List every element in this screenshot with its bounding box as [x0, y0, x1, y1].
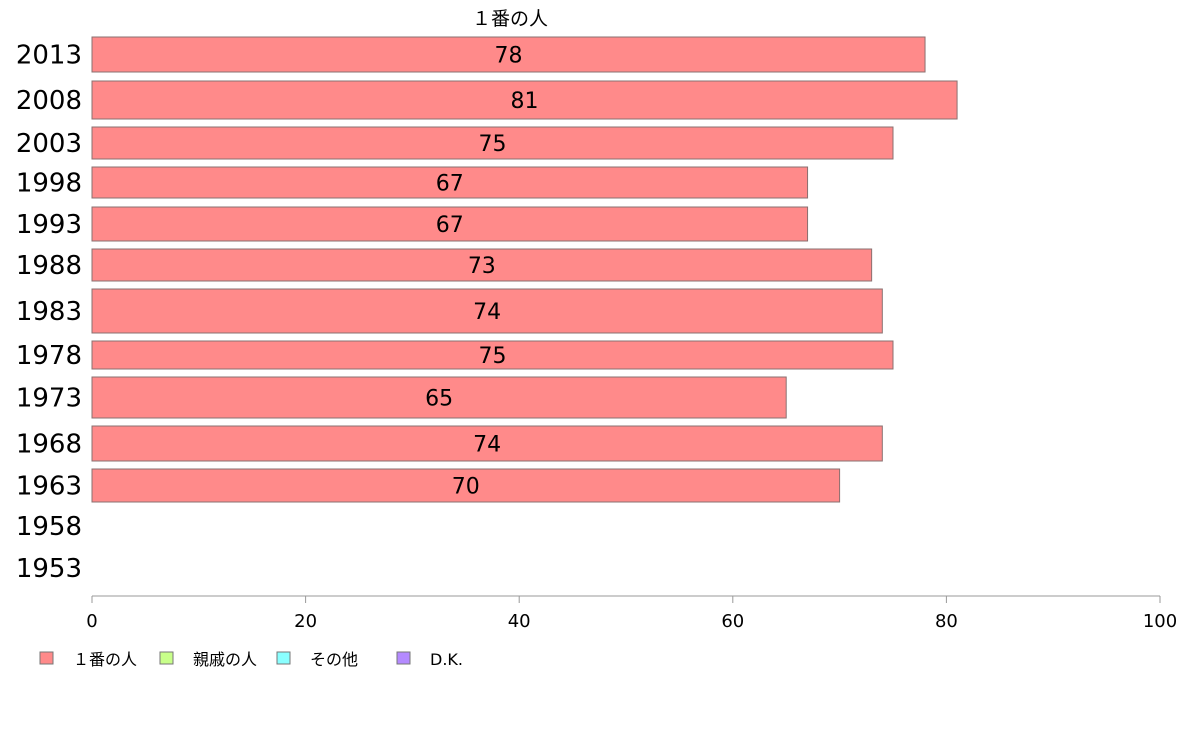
x-tick-label: 60	[721, 611, 744, 632]
category-label: 1963	[16, 472, 82, 502]
data-label: 74	[473, 433, 501, 458]
bar	[91, 376, 787, 419]
category-label: 1953	[16, 554, 82, 584]
x-tick-label: 40	[508, 611, 531, 632]
bar	[91, 166, 809, 199]
legend-swatch	[396, 651, 411, 665]
bar	[91, 248, 873, 282]
category-label: 2003	[16, 129, 82, 159]
category-label: 1993	[16, 210, 82, 240]
legend-swatch	[276, 651, 291, 665]
category-label: 1968	[16, 430, 82, 460]
category-label: 1988	[16, 251, 82, 281]
bar	[91, 425, 883, 462]
category-labels: 2013 2008 2003 1998 1993 1988 1983 1978 1973 1968…	[16, 41, 82, 585]
legend-label: D.K.	[430, 650, 463, 669]
data-label: 75	[479, 344, 507, 369]
category-label: 2013	[16, 41, 82, 71]
data-label: 75	[479, 132, 507, 157]
bar	[91, 340, 894, 370]
bar	[91, 206, 809, 242]
legend-label: １番の人	[73, 650, 137, 669]
data-label: 78	[495, 44, 523, 69]
x-tick-label: 100	[1143, 611, 1177, 632]
data-label: 67	[436, 172, 464, 197]
category-label: 1973	[16, 384, 82, 414]
data-label: 65	[425, 387, 453, 412]
category-label: 1998	[16, 169, 82, 199]
legend-swatch	[159, 651, 174, 665]
category-label: 1978	[16, 341, 82, 371]
data-label: 70	[452, 475, 480, 500]
data-label: 74	[473, 300, 501, 325]
x-tick-label: 20	[294, 611, 317, 632]
series-title: １番の人	[472, 8, 548, 30]
bar	[91, 36, 926, 73]
bar	[91, 126, 894, 160]
bar	[91, 80, 958, 120]
legend-label: その他	[310, 650, 358, 669]
x-axis: 0 20 40 60 80 100	[86, 595, 1177, 632]
x-tick-label: 0	[86, 611, 97, 632]
category-label: 1983	[16, 297, 82, 327]
data-label: 81	[511, 89, 539, 114]
data-label: 67	[436, 213, 464, 238]
data-label: 73	[468, 254, 496, 279]
bar	[91, 288, 883, 334]
x-tick-label: 80	[935, 611, 958, 632]
bar	[91, 468, 841, 503]
legend-label: 親戚の人	[193, 650, 257, 669]
legend: １番の人 親戚の人 その他 D.K.	[39, 650, 463, 669]
legend-swatch	[39, 651, 54, 665]
category-label: 1958	[16, 512, 82, 542]
category-label: 2008	[16, 86, 82, 116]
